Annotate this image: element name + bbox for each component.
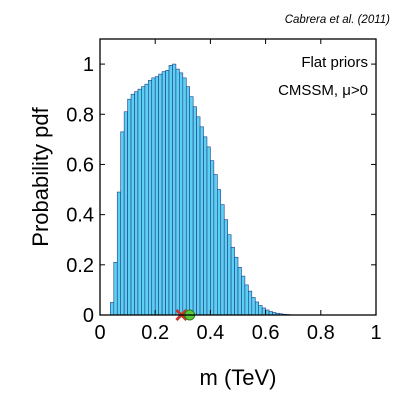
histogram-bar bbox=[227, 234, 232, 316]
histogram-bar bbox=[230, 246, 235, 316]
histogram-bar bbox=[110, 302, 115, 316]
histogram-bar bbox=[120, 131, 125, 316]
histogram-bar bbox=[172, 63, 177, 316]
y-tick-label: 0.4 bbox=[66, 205, 94, 227]
histogram-bar bbox=[123, 111, 128, 316]
histogram-bar bbox=[258, 305, 263, 316]
annotation-model: CMSSM, μ>0 bbox=[278, 82, 368, 99]
histogram-bar bbox=[254, 301, 260, 316]
histogram-bar bbox=[265, 309, 270, 316]
histogram-bars bbox=[110, 63, 301, 316]
plot-frame bbox=[99, 38, 377, 316]
y-tick-label: 0.2 bbox=[66, 255, 94, 277]
histogram-bar bbox=[206, 146, 211, 316]
histogram-bar bbox=[213, 174, 218, 316]
x-tick-label: 1 bbox=[370, 322, 381, 344]
histogram-bar bbox=[182, 77, 187, 316]
histogram-bar bbox=[148, 80, 153, 316]
histogram-bar bbox=[130, 93, 135, 316]
y-axis-ticks: 0 0.2 0.4 0.6 0.8 1 bbox=[66, 54, 376, 327]
histogram-bar bbox=[175, 68, 180, 316]
x-tick-label: 0 bbox=[94, 322, 105, 344]
histogram-bar bbox=[168, 65, 173, 316]
histogram-bar bbox=[141, 86, 146, 316]
y-axis-label: Probability pdf bbox=[28, 106, 53, 246]
histogram-bar bbox=[165, 70, 170, 316]
x-tick-label: 0.6 bbox=[252, 322, 280, 344]
y-tick-label: 1 bbox=[83, 54, 94, 76]
histogram-bar bbox=[158, 73, 163, 316]
x-axis-ticks: 0 0.2 0.4 0.6 0.8 1 bbox=[94, 39, 382, 344]
histogram-bar bbox=[241, 275, 246, 316]
histogram-bar bbox=[127, 98, 132, 316]
histogram-bar bbox=[244, 284, 249, 316]
y-tick-label: 0.6 bbox=[66, 154, 94, 176]
histogram-bar bbox=[217, 189, 222, 316]
histogram-bar bbox=[137, 88, 142, 316]
histogram-bar bbox=[179, 72, 184, 316]
histogram-bar bbox=[113, 262, 118, 316]
histogram-bar bbox=[185, 86, 191, 316]
histogram-bar bbox=[237, 267, 242, 316]
histogram-bar bbox=[210, 160, 215, 316]
histogram-bar bbox=[144, 83, 149, 316]
histogram-bar bbox=[196, 116, 201, 316]
x-tick-label: 0.2 bbox=[141, 322, 169, 344]
x-tick-label: 0.4 bbox=[196, 322, 224, 344]
histogram-bar bbox=[192, 106, 197, 316]
histogram-bar bbox=[189, 96, 194, 316]
histogram-bar bbox=[161, 71, 166, 316]
citation: Cabrera et al. (2011) bbox=[285, 14, 390, 26]
histogram-bar bbox=[134, 91, 139, 316]
histogram-bar bbox=[220, 204, 225, 316]
histogram-bar bbox=[116, 191, 122, 316]
histogram-bar bbox=[199, 126, 204, 316]
x-axis-label: m (TeV) bbox=[200, 365, 277, 390]
histogram-bar bbox=[223, 219, 228, 316]
histogram-bar bbox=[234, 256, 239, 316]
histogram-bar bbox=[154, 76, 159, 316]
x-tick-label: 0.8 bbox=[307, 322, 335, 344]
histogram-bar bbox=[151, 77, 156, 316]
histogram-bar bbox=[203, 136, 208, 316]
histogram-bar bbox=[251, 297, 256, 316]
y-tick-label: 0.8 bbox=[66, 104, 94, 126]
y-tick-label: 0 bbox=[83, 305, 94, 327]
histogram-bar bbox=[248, 290, 253, 316]
annotation-priors: Flat priors bbox=[301, 54, 368, 71]
histogram-bar bbox=[261, 307, 266, 316]
